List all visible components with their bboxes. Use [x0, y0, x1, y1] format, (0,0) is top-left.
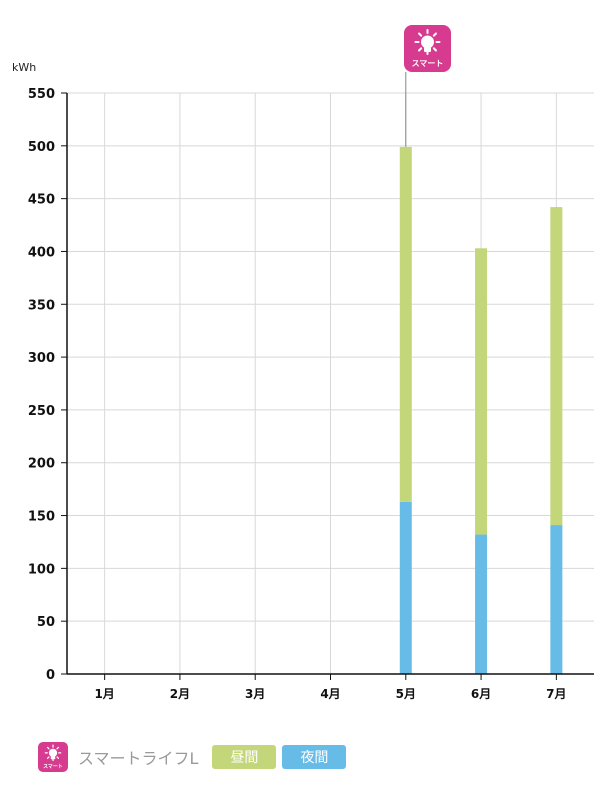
bulb-glass	[48, 748, 58, 757]
legend-plan-name: スマートライフL	[78, 749, 199, 768]
bulb-ray	[56, 756, 60, 759]
bulb-ray	[56, 746, 60, 750]
y-tick-label: 250	[28, 404, 55, 419]
y-tick-label: 450	[28, 193, 55, 208]
legend-night: 夜間	[282, 745, 347, 769]
bulb-ray	[46, 746, 50, 750]
y-tick-label: 200	[28, 457, 55, 472]
y-tick-label: 100	[28, 562, 55, 577]
x-tick-label: 1月	[94, 687, 114, 701]
smart-bulb-icon	[44, 744, 62, 762]
x-tick-label: 4月	[320, 687, 340, 701]
bulb-glass	[421, 35, 434, 49]
x-tick-label: 7月	[546, 687, 566, 701]
x-tick-label: 6月	[471, 687, 491, 701]
y-unit-label: kWh	[12, 61, 36, 74]
bulb-ray	[418, 47, 423, 52]
y-tick-label: 300	[28, 351, 55, 366]
marker-label: スマート	[411, 59, 444, 68]
legend-badge-label: スマート	[43, 764, 63, 770]
y-tick-label: 150	[28, 510, 55, 525]
y-tick-label: 0	[46, 668, 55, 683]
bulb-base	[424, 47, 431, 52]
x-tick-label: 3月	[245, 687, 265, 701]
bulb-ray	[432, 47, 437, 52]
bulb-ray	[418, 32, 423, 37]
bulb-ray	[432, 32, 437, 37]
legend-plan-badge: スマート	[38, 742, 68, 772]
y-tick-label: 500	[28, 140, 55, 155]
y-tick-label: 50	[37, 615, 55, 630]
y-tick-label: 550	[28, 87, 55, 102]
usage-chart: kWh 0 50 100 150 200 250 300 350 400 450 500 550 1月 2月…	[12, 61, 594, 701]
bar-night	[550, 525, 563, 674]
bar-day	[550, 207, 563, 526]
legend-day: 昼間	[212, 745, 277, 769]
x-tick-label: 2月	[170, 687, 190, 701]
y-tick-label: 350	[28, 298, 55, 313]
bar-night	[399, 501, 412, 674]
legend: スマート スマートライフL 昼間 夜間	[38, 742, 352, 772]
plan-start-marker: スマート	[404, 25, 451, 72]
bar-night	[475, 534, 488, 674]
bar-day	[475, 248, 488, 535]
y-tick-label: 400	[28, 245, 55, 260]
bar-day	[399, 146, 412, 502]
bulb-ray	[46, 756, 50, 759]
smart-bulb-icon	[414, 29, 441, 55]
x-tick-label: 5月	[396, 687, 416, 701]
bulb-base	[50, 756, 56, 760]
